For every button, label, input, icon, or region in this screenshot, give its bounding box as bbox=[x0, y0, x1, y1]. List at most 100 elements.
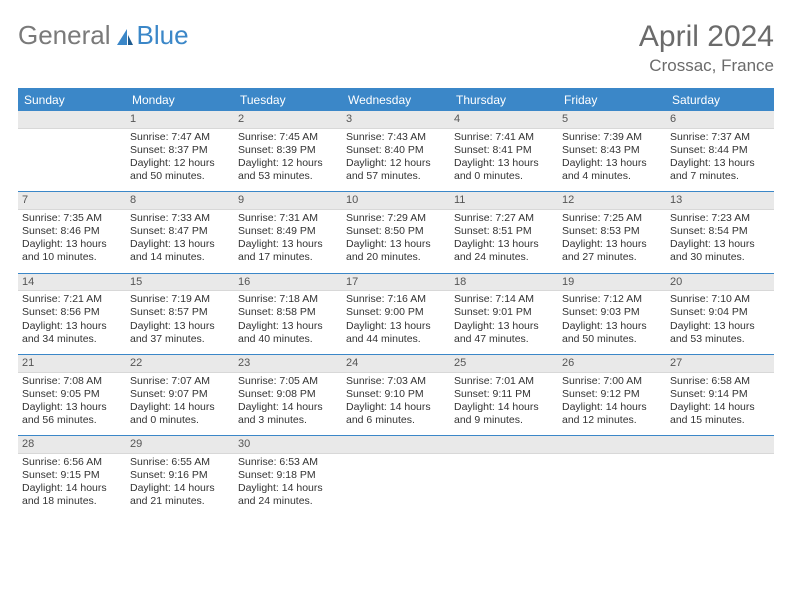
daylight-line: Daylight: 14 hours and 15 minutes. bbox=[670, 401, 770, 427]
sunset-line: Sunset: 8:43 PM bbox=[562, 144, 662, 157]
sunrise-line: Sunrise: 7:43 AM bbox=[346, 131, 446, 144]
sunset-line: Sunset: 9:12 PM bbox=[562, 388, 662, 401]
calendar-cell: 20Sunrise: 7:10 AMSunset: 9:04 PMDayligh… bbox=[666, 274, 774, 352]
calendar-cell: 7Sunrise: 7:35 AMSunset: 8:46 PMDaylight… bbox=[18, 192, 126, 270]
weekday-header: Friday bbox=[558, 88, 666, 111]
sunset-line: Sunset: 9:01 PM bbox=[454, 306, 554, 319]
sunset-line: Sunset: 8:47 PM bbox=[130, 225, 230, 238]
day-number: 26 bbox=[558, 355, 666, 373]
calendar-cell: 1Sunrise: 7:47 AMSunset: 8:37 PMDaylight… bbox=[126, 111, 234, 189]
calendar-cell: 13Sunrise: 7:23 AMSunset: 8:54 PMDayligh… bbox=[666, 192, 774, 270]
sunset-line: Sunset: 8:50 PM bbox=[346, 225, 446, 238]
daylight-line: Daylight: 13 hours and 44 minutes. bbox=[346, 320, 446, 346]
sunrise-line: Sunrise: 7:16 AM bbox=[346, 293, 446, 306]
sunrise-line: Sunrise: 6:58 AM bbox=[670, 375, 770, 388]
day-number: 12 bbox=[558, 192, 666, 210]
daylight-line: Daylight: 13 hours and 47 minutes. bbox=[454, 320, 554, 346]
sunrise-line: Sunrise: 7:12 AM bbox=[562, 293, 662, 306]
calendar-cell: 24Sunrise: 7:03 AMSunset: 9:10 PMDayligh… bbox=[342, 355, 450, 433]
daylight-line: Daylight: 14 hours and 6 minutes. bbox=[346, 401, 446, 427]
month-title: April 2024 bbox=[639, 20, 774, 54]
sunset-line: Sunset: 9:11 PM bbox=[454, 388, 554, 401]
calendar-cell: 10Sunrise: 7:29 AMSunset: 8:50 PMDayligh… bbox=[342, 192, 450, 270]
calendar-cell: 16Sunrise: 7:18 AMSunset: 8:58 PMDayligh… bbox=[234, 274, 342, 352]
day-number: 19 bbox=[558, 274, 666, 292]
sunset-line: Sunset: 8:49 PM bbox=[238, 225, 338, 238]
sunrise-line: Sunrise: 7:25 AM bbox=[562, 212, 662, 225]
location: Crossac, France bbox=[639, 56, 774, 76]
sunset-line: Sunset: 9:16 PM bbox=[130, 469, 230, 482]
sunset-line: Sunset: 9:15 PM bbox=[22, 469, 122, 482]
calendar-cell: 18Sunrise: 7:14 AMSunset: 9:01 PMDayligh… bbox=[450, 274, 558, 352]
day-number: 29 bbox=[126, 436, 234, 454]
day-number: 11 bbox=[450, 192, 558, 210]
sunset-line: Sunset: 9:14 PM bbox=[670, 388, 770, 401]
sunset-line: Sunset: 8:41 PM bbox=[454, 144, 554, 157]
logo-sail-icon bbox=[115, 27, 135, 47]
sunrise-line: Sunrise: 7:01 AM bbox=[454, 375, 554, 388]
weekday-header: Wednesday bbox=[342, 88, 450, 111]
calendar-cell: 14Sunrise: 7:21 AMSunset: 8:56 PMDayligh… bbox=[18, 274, 126, 352]
calendar-cell: 22Sunrise: 7:07 AMSunset: 9:07 PMDayligh… bbox=[126, 355, 234, 433]
calendar-grid: SundayMondayTuesdayWednesdayThursdayFrid… bbox=[18, 88, 774, 514]
logo: General Blue bbox=[18, 20, 189, 51]
sunrise-line: Sunrise: 7:18 AM bbox=[238, 293, 338, 306]
daylight-line: Daylight: 12 hours and 53 minutes. bbox=[238, 157, 338, 183]
weekday-header: Saturday bbox=[666, 88, 774, 111]
day-number: 27 bbox=[666, 355, 774, 373]
calendar-cell: 11Sunrise: 7:27 AMSunset: 8:51 PMDayligh… bbox=[450, 192, 558, 270]
calendar-cell: 3 Sunrise: 7:43 AMSunset: 8:40 PMDaylight… bbox=[342, 111, 450, 189]
calendar-cell bbox=[558, 436, 666, 514]
day-number: 3 bbox=[342, 111, 450, 129]
daylight-line: Daylight: 13 hours and 14 minutes. bbox=[130, 238, 230, 264]
sunset-line: Sunset: 9:04 PM bbox=[670, 306, 770, 319]
weekday-header: Sunday bbox=[18, 88, 126, 111]
daylight-line: Daylight: 14 hours and 24 minutes. bbox=[238, 482, 338, 508]
sunset-line: Sunset: 9:08 PM bbox=[238, 388, 338, 401]
title-block: April 2024 Crossac, France bbox=[639, 20, 774, 76]
calendar-cell: 30Sunrise: 6:53 AMSunset: 9:18 PMDayligh… bbox=[234, 436, 342, 514]
sunrise-line: Sunrise: 7:35 AM bbox=[22, 212, 122, 225]
calendar-cell: 5Sunrise: 7:39 AMSunset: 8:43 PMDaylight… bbox=[558, 111, 666, 189]
sunrise-line: Sunrise: 6:55 AM bbox=[130, 456, 230, 469]
calendar-cell: 25Sunrise: 7:01 AMSunset: 9:11 PMDayligh… bbox=[450, 355, 558, 433]
daylight-line: Daylight: 14 hours and 21 minutes. bbox=[130, 482, 230, 508]
sunrise-line: Sunrise: 7:10 AM bbox=[670, 293, 770, 306]
daylight-line: Daylight: 12 hours and 57 minutes. bbox=[346, 157, 446, 183]
day-number: 4 bbox=[450, 111, 558, 129]
calendar-cell: 19Sunrise: 7:12 AMSunset: 9:03 PMDayligh… bbox=[558, 274, 666, 352]
day-number: 17 bbox=[342, 274, 450, 292]
daylight-line: Daylight: 13 hours and 10 minutes. bbox=[22, 238, 122, 264]
daylight-line: Daylight: 13 hours and 7 minutes. bbox=[670, 157, 770, 183]
daylight-line: Daylight: 13 hours and 34 minutes. bbox=[22, 320, 122, 346]
day-number: 7 bbox=[18, 192, 126, 210]
day-number: 28 bbox=[18, 436, 126, 454]
daylight-line: Daylight: 13 hours and 50 minutes. bbox=[562, 320, 662, 346]
daylight-line: Daylight: 13 hours and 4 minutes. bbox=[562, 157, 662, 183]
daylight-line: Daylight: 13 hours and 37 minutes. bbox=[130, 320, 230, 346]
day-number: 30 bbox=[234, 436, 342, 454]
calendar-cell: 12Sunrise: 7:25 AMSunset: 8:53 PMDayligh… bbox=[558, 192, 666, 270]
sunset-line: Sunset: 9:03 PM bbox=[562, 306, 662, 319]
logo-text-blue: Blue bbox=[137, 20, 189, 51]
calendar-cell: 17Sunrise: 7:16 AMSunset: 9:00 PMDayligh… bbox=[342, 274, 450, 352]
calendar-cell: 28Sunrise: 6:56 AMSunset: 9:15 PMDayligh… bbox=[18, 436, 126, 514]
sunrise-line: Sunrise: 7:29 AM bbox=[346, 212, 446, 225]
sunrise-line: Sunrise: 7:08 AM bbox=[22, 375, 122, 388]
sunset-line: Sunset: 8:37 PM bbox=[130, 144, 230, 157]
sunrise-line: Sunrise: 7:27 AM bbox=[454, 212, 554, 225]
sunrise-line: Sunrise: 7:39 AM bbox=[562, 131, 662, 144]
sunset-line: Sunset: 8:40 PM bbox=[346, 144, 446, 157]
calendar-cell bbox=[342, 436, 450, 514]
sunrise-line: Sunrise: 7:33 AM bbox=[130, 212, 230, 225]
sunset-line: Sunset: 9:10 PM bbox=[346, 388, 446, 401]
sunrise-line: Sunrise: 7:21 AM bbox=[22, 293, 122, 306]
day-number: 10 bbox=[342, 192, 450, 210]
day-number: 1 bbox=[126, 111, 234, 129]
header: General Blue April 2024 Crossac, France bbox=[18, 20, 774, 76]
sunrise-line: Sunrise: 7:37 AM bbox=[670, 131, 770, 144]
sunrise-line: Sunrise: 7:07 AM bbox=[130, 375, 230, 388]
daylight-line: Daylight: 14 hours and 3 minutes. bbox=[238, 401, 338, 427]
calendar-cell: 9Sunrise: 7:31 AMSunset: 8:49 PMDaylight… bbox=[234, 192, 342, 270]
sunrise-line: Sunrise: 6:53 AM bbox=[238, 456, 338, 469]
